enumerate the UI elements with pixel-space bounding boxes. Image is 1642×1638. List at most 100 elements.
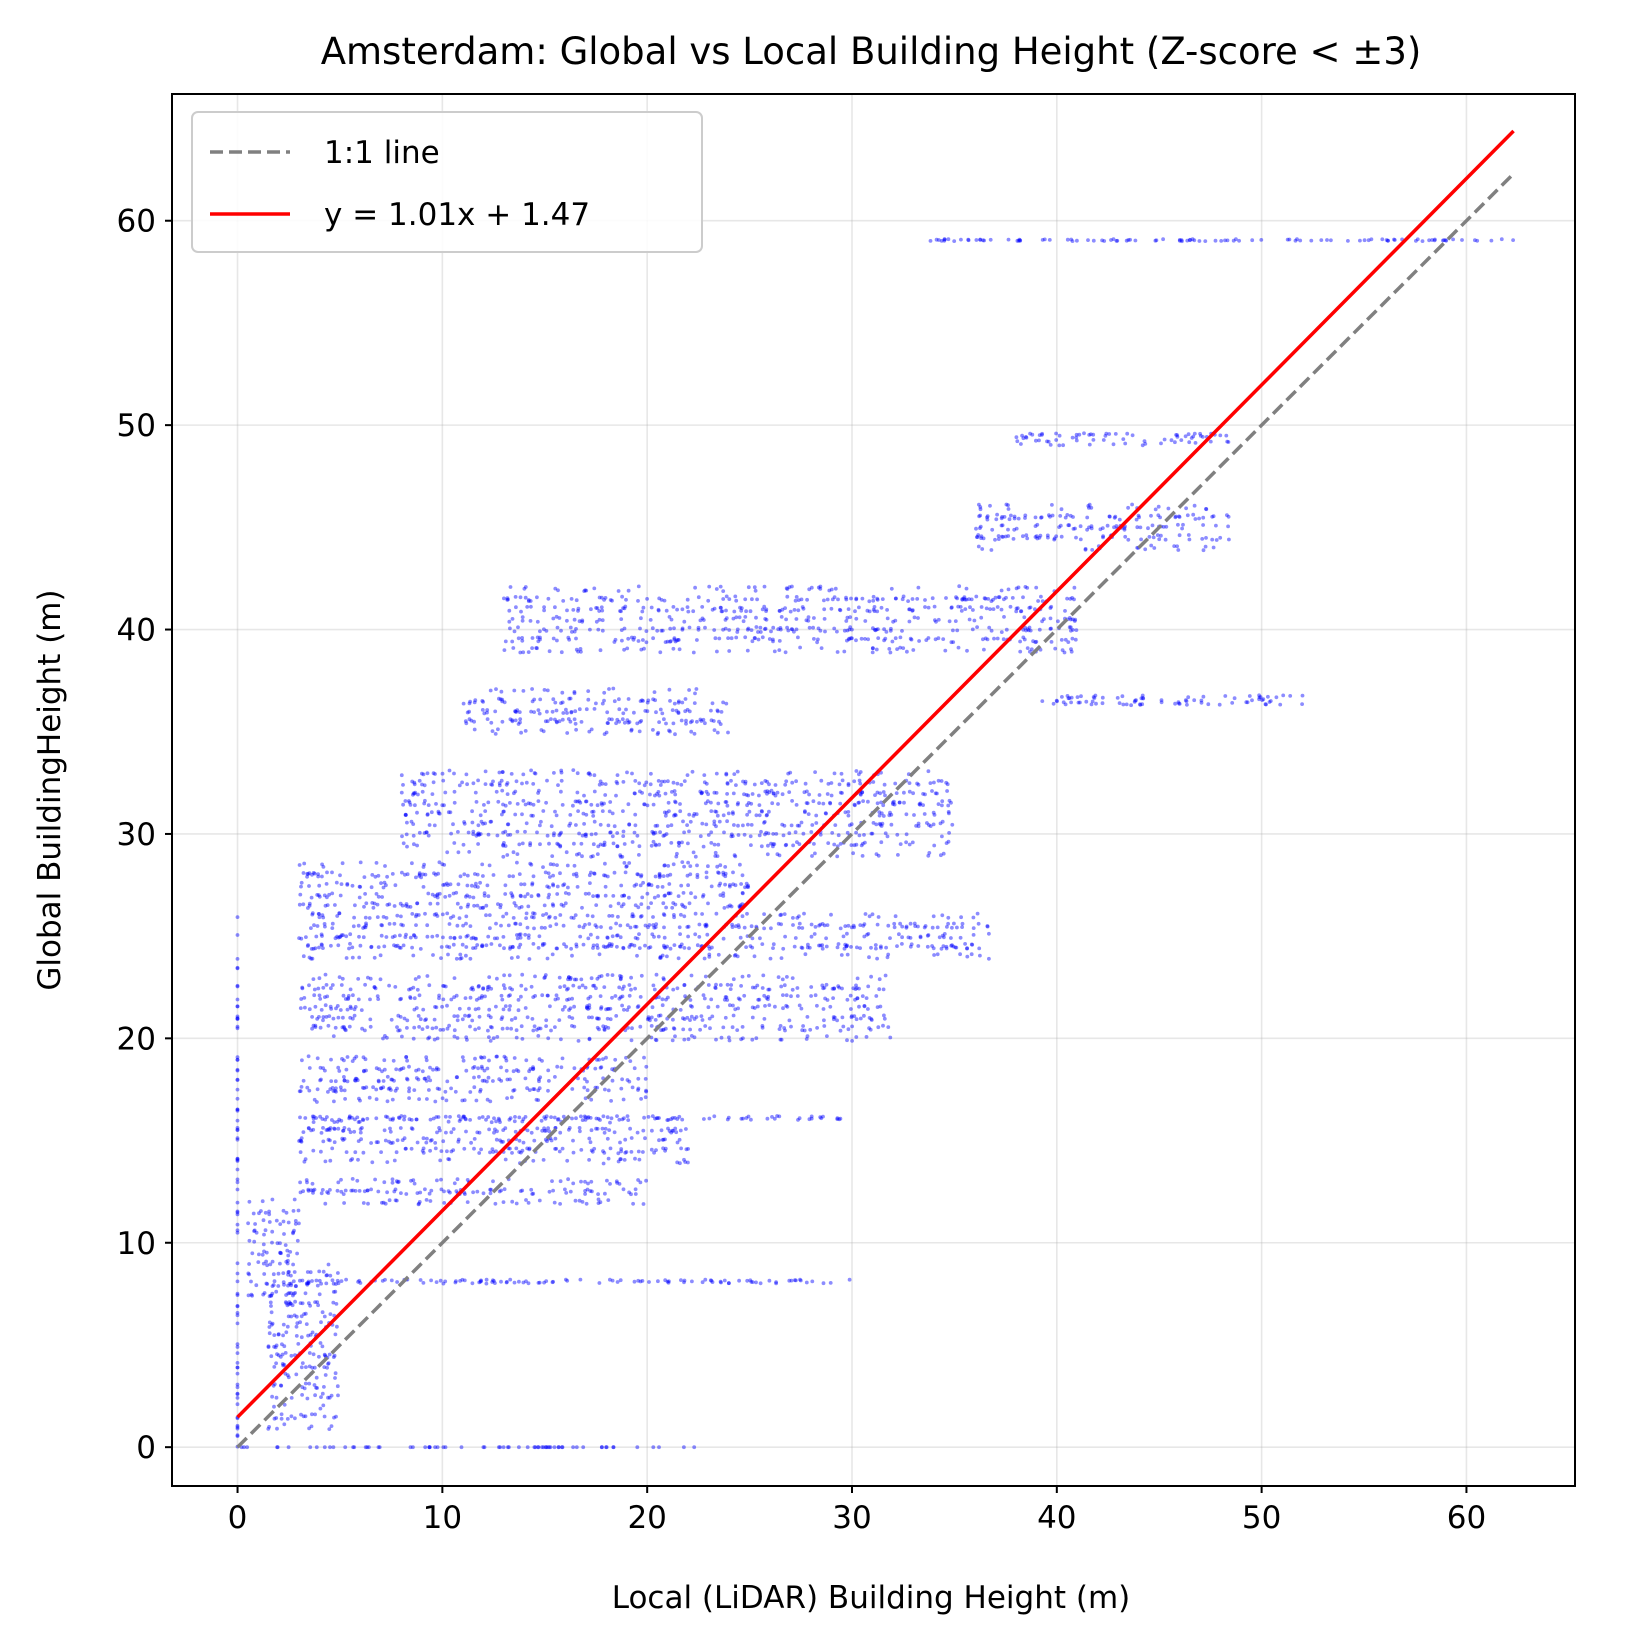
scatter-point [756, 997, 761, 1002]
scatter-point [307, 1088, 312, 1093]
scatter-point [540, 1445, 544, 1450]
scatter-point [726, 904, 730, 909]
scatter-point [307, 1364, 312, 1369]
scatter-point [393, 1187, 398, 1192]
scatter-point [304, 1365, 308, 1369]
scatter-point [476, 842, 480, 846]
scatter-point [276, 1353, 281, 1358]
scatter-point [563, 1187, 567, 1192]
scatter-point [543, 926, 547, 930]
scatter-point [245, 1445, 250, 1450]
scatter-point [503, 844, 508, 848]
scatter-point [614, 780, 619, 784]
scatter-point [716, 870, 720, 875]
scatter-point [959, 915, 963, 920]
scatter-point [378, 953, 383, 958]
scatter-point [1159, 700, 1164, 705]
scatter-point [559, 770, 564, 775]
scatter-point [269, 1293, 274, 1298]
scatter-point [512, 1119, 517, 1124]
scatter-point [519, 609, 523, 614]
scatter-point [528, 843, 532, 848]
scatter-point [288, 1301, 293, 1306]
scatter-point [445, 850, 450, 855]
scatter-point [704, 870, 709, 875]
scatter-point [431, 1116, 436, 1121]
scatter-point [554, 946, 559, 951]
scatter-point [546, 993, 550, 998]
scatter-point [257, 1252, 261, 1257]
scatter-point [435, 933, 440, 938]
scatter-point [976, 533, 981, 537]
scatter-point [440, 912, 445, 917]
scatter-point [284, 1259, 289, 1264]
scatter-point [511, 916, 516, 920]
scatter-point [289, 1314, 294, 1319]
scatter-point [509, 956, 514, 960]
scatter-point [332, 1120, 337, 1124]
scatter-point [789, 1024, 793, 1029]
scatter-point [403, 799, 408, 803]
scatter-point [475, 1130, 480, 1135]
scatter-point [1223, 694, 1228, 698]
scatter-point [446, 952, 450, 957]
scatter-point [505, 1096, 509, 1100]
scatter-point [739, 984, 743, 988]
scatter-point [1223, 238, 1227, 243]
scatter-point [266, 1345, 271, 1349]
scatter-point [620, 987, 625, 991]
scatter-point [818, 628, 823, 633]
scatter-point [410, 945, 414, 950]
scatter-point [958, 952, 962, 957]
scatter-point [693, 911, 698, 916]
scatter-point [665, 1118, 670, 1122]
scatter-point [298, 1180, 302, 1185]
scatter-point [860, 596, 865, 601]
scatter-point [289, 1281, 293, 1286]
scatter-point [502, 648, 507, 652]
scatter-point [520, 781, 524, 786]
scatter-point [707, 1116, 712, 1121]
scatter-point [706, 598, 711, 603]
scatter-point [531, 874, 536, 879]
scatter-point [1380, 237, 1385, 242]
scatter-point [902, 790, 906, 795]
scatter-point [314, 1116, 318, 1120]
scatter-point [553, 1075, 557, 1079]
scatter-point [609, 1099, 613, 1103]
scatter-point [738, 862, 742, 867]
scatter-point [328, 1158, 333, 1163]
scatter-point [587, 1037, 592, 1042]
scatter-point [988, 607, 992, 611]
scatter-point [562, 1005, 567, 1009]
scatter-point [582, 1114, 587, 1119]
scatter-point [840, 778, 845, 783]
scatter-point [670, 1128, 675, 1133]
scatter-point [1201, 548, 1206, 553]
scatter-point [650, 1128, 654, 1133]
scatter-point [572, 629, 577, 634]
scatter-point [521, 689, 526, 693]
scatter-point [637, 781, 642, 786]
scatter-point [323, 1159, 328, 1164]
scatter-point [297, 863, 302, 867]
scatter-point [847, 823, 852, 828]
scatter-point [271, 1272, 276, 1277]
scatter-point [471, 946, 475, 950]
scatter-point [726, 1281, 731, 1286]
scatter-point [515, 802, 520, 806]
scatter-point [332, 1353, 337, 1358]
scatter-point [545, 688, 550, 693]
scatter-point [921, 792, 925, 796]
scatter-point [745, 1278, 750, 1283]
scatter-point [615, 1280, 620, 1284]
scatter-point [472, 1085, 477, 1090]
scatter-point [399, 996, 403, 1001]
scatter-point [591, 842, 596, 847]
scatter-point [911, 648, 916, 652]
scatter-point [326, 1395, 330, 1400]
scatter-point [854, 638, 858, 643]
scatter-point [1006, 503, 1010, 508]
scatter-point [859, 843, 864, 848]
scatter-point [484, 903, 489, 908]
